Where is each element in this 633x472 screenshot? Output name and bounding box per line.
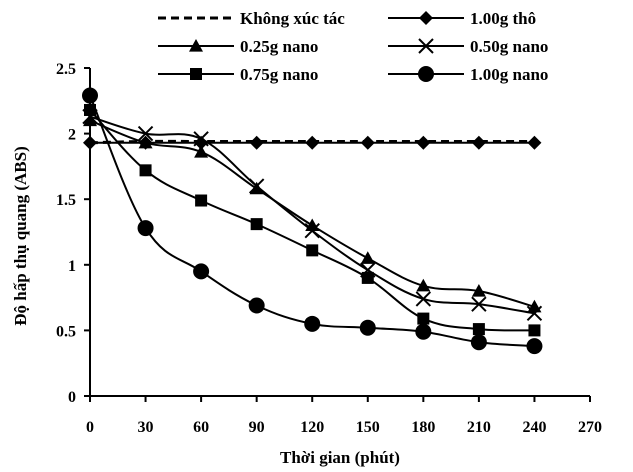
data-point — [304, 222, 320, 239]
legend-label: 1.00g nano — [470, 65, 548, 84]
legend-swatch-marker — [418, 66, 434, 82]
data-point — [527, 135, 542, 150]
legend-swatch-marker — [418, 38, 434, 54]
data-point — [194, 144, 209, 158]
data-point — [195, 194, 208, 207]
x-tick-label: 90 — [249, 419, 265, 436]
data-point — [416, 278, 431, 292]
data-point — [471, 296, 487, 312]
data-point — [526, 305, 543, 322]
legend-item: 1.00g thô — [388, 9, 536, 28]
y-axis-title: Độ hấp thụ quang (ABS) — [11, 146, 30, 326]
data-point — [306, 244, 319, 257]
legend-swatch-marker — [190, 68, 202, 80]
data-point — [137, 125, 154, 142]
legend: Không xúc tác 1.00g thô 0.25g nano 0.50g na… — [158, 9, 548, 84]
y-tick-label: 1.5 — [56, 192, 76, 209]
data-point — [415, 291, 432, 307]
data-point — [360, 135, 375, 150]
data-point — [415, 323, 432, 340]
data-point — [194, 135, 209, 150]
data-point — [361, 271, 374, 284]
data-point — [305, 135, 320, 150]
legend-label: 0.75g nano — [240, 65, 318, 84]
legend-label: Không xúc tác — [240, 9, 345, 28]
data-point — [193, 131, 209, 147]
x-tick-label: 240 — [522, 419, 546, 436]
x-axis-title: Thời gian (phút) — [280, 448, 400, 467]
data-point — [304, 315, 321, 332]
data-point — [137, 220, 154, 237]
data-point — [249, 181, 264, 195]
legend-swatch-marker — [189, 39, 203, 52]
axes: 0 30 60 90 120 150 180 210 240 270 0 0.5 1 1.5 2 2.5 — [56, 61, 602, 436]
x-tick-label: 60 — [193, 419, 209, 436]
y-tick-label: 1 — [68, 258, 76, 275]
data-point — [526, 338, 543, 355]
data-point — [471, 284, 486, 297]
series-1-00g-nano — [82, 87, 543, 355]
x-tick-label: 270 — [578, 419, 602, 436]
legend-label: 0.50g nano — [470, 37, 548, 56]
y-tick-label: 2.5 — [56, 61, 76, 78]
data-point — [472, 323, 485, 336]
data-point — [139, 164, 152, 177]
x-tick-label: 150 — [356, 419, 380, 436]
x-tick-label: 120 — [300, 419, 324, 436]
data-point — [193, 263, 210, 280]
legend-item: 0.25g nano — [158, 37, 318, 56]
x-ticks: 0 30 60 90 120 150 180 210 240 270 — [86, 396, 602, 436]
data-point — [470, 334, 487, 351]
x-tick-label: 30 — [138, 419, 154, 436]
data-point — [416, 135, 431, 150]
legend-item: 0.50g nano — [388, 37, 548, 56]
data-point — [360, 251, 375, 264]
data-point — [528, 324, 541, 337]
y-tick-label: 0 — [68, 389, 76, 406]
data-point — [359, 319, 376, 336]
legend-item: 0.75g nano — [158, 65, 318, 84]
data-point — [471, 135, 486, 150]
series-layer — [82, 87, 543, 355]
legend-swatch-marker — [419, 11, 433, 25]
legend-label: 1.00g thô — [470, 9, 536, 28]
series-0-75g-nano — [84, 103, 541, 337]
y-tick-label: 2 — [68, 127, 76, 144]
legend-item: 1.00g nano — [388, 65, 548, 84]
series-0-50g-nano — [82, 108, 543, 322]
x-tick-label: 210 — [467, 419, 491, 436]
data-point — [138, 135, 153, 149]
data-point — [248, 297, 265, 314]
x-tick-label: 0 — [86, 419, 94, 436]
data-point — [250, 218, 263, 231]
legend-label: 0.25g nano — [240, 37, 318, 56]
data-point — [248, 178, 265, 194]
data-point — [417, 312, 430, 325]
legend-item: Không xúc tác — [158, 9, 345, 28]
x-tick-label: 180 — [411, 419, 435, 436]
data-point — [249, 135, 264, 150]
y-tick-label: 0.5 — [56, 323, 76, 340]
y-ticks: 0 0.5 1 1.5 2 2.5 — [56, 61, 90, 406]
